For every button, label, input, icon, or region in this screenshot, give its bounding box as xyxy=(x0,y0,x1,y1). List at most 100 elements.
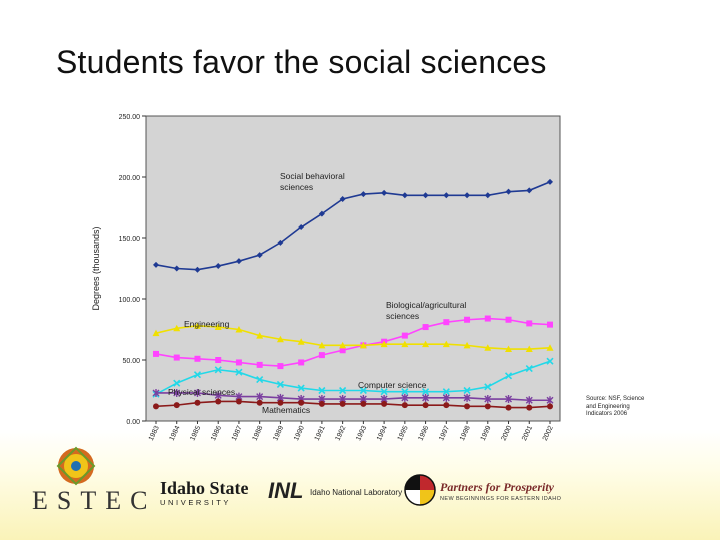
series-line xyxy=(155,325,551,350)
data-point xyxy=(526,320,533,327)
inl-logo-text: Idaho National Laboratory xyxy=(310,488,403,497)
data-point xyxy=(380,388,388,396)
data-point xyxy=(463,386,471,395)
data-point xyxy=(401,388,409,396)
data-point xyxy=(484,395,492,404)
estec-label: ESTEC xyxy=(32,486,157,515)
data-point xyxy=(484,403,491,410)
data-point xyxy=(339,386,347,395)
data-point xyxy=(401,332,408,339)
y-tick-label: 100.00 xyxy=(119,297,141,304)
series-annotation: Engineering xyxy=(184,319,230,329)
x-tick-label: 1998 xyxy=(459,425,472,442)
partners-prosperity-sub: NEW BEGINNINGS FOR EASTERN IDAHO xyxy=(440,496,562,502)
data-point xyxy=(401,340,409,348)
x-tick-label: 1983 xyxy=(148,425,161,442)
data-point xyxy=(277,399,284,406)
data-point xyxy=(256,361,263,368)
data-point xyxy=(484,315,491,322)
data-point xyxy=(235,258,242,265)
y-tick-label: 150.00 xyxy=(119,236,141,243)
data-point xyxy=(214,391,222,400)
x-tick-label: 1985 xyxy=(189,425,202,442)
data-point xyxy=(276,380,284,388)
series-annotation: Physical sciences xyxy=(168,387,235,397)
data-point xyxy=(401,192,408,199)
data-point xyxy=(422,340,430,348)
data-point xyxy=(318,352,325,359)
data-point xyxy=(194,355,201,362)
data-point xyxy=(318,341,326,349)
isu-logo-name: Idaho State xyxy=(160,478,249,498)
data-point xyxy=(339,341,347,349)
series-annotation: Biological/agricultural sciences xyxy=(386,300,466,321)
series-annotation: Computer science xyxy=(358,380,427,390)
data-point xyxy=(422,192,429,199)
data-point xyxy=(297,338,305,345)
data-point xyxy=(194,266,201,273)
partners-prosperity-logo-icon xyxy=(404,474,436,506)
y-tick-label: 0.00 xyxy=(126,419,140,426)
data-point xyxy=(256,375,264,384)
data-point xyxy=(214,366,222,374)
data-point xyxy=(381,189,388,196)
data-point xyxy=(422,324,429,331)
data-point xyxy=(525,396,533,405)
data-point xyxy=(339,347,346,354)
data-point xyxy=(298,399,305,406)
data-point xyxy=(359,341,367,349)
data-point xyxy=(381,400,388,407)
data-point xyxy=(194,399,201,406)
data-point xyxy=(443,192,450,199)
data-point xyxy=(173,324,181,332)
data-point xyxy=(256,399,263,406)
estec-logo-icon xyxy=(56,446,96,486)
x-tick-label: 1992 xyxy=(335,425,348,442)
data-point xyxy=(153,350,159,357)
data-point xyxy=(153,403,159,410)
data-point xyxy=(505,404,512,411)
data-point xyxy=(526,404,533,411)
x-tick-label: 1988 xyxy=(252,425,265,442)
data-point xyxy=(525,364,533,373)
data-point xyxy=(193,371,202,379)
x-tick-label: 1994 xyxy=(376,425,389,442)
data-point xyxy=(484,344,492,351)
data-point xyxy=(442,393,450,402)
data-point xyxy=(464,403,471,410)
data-point xyxy=(422,393,430,402)
data-point xyxy=(380,340,388,348)
data-point xyxy=(256,392,264,401)
data-point xyxy=(359,386,367,395)
data-point xyxy=(443,319,450,326)
chart-svg: 0.00 50.00 100.00 150.00 200.00 250.00 Degrees… xyxy=(91,114,561,442)
isu-logo-sub: UNIVERSITY xyxy=(160,498,232,507)
series-annotation: Mathematics xyxy=(262,405,310,415)
x-tick-label: 1984 xyxy=(169,425,182,442)
data-point xyxy=(463,393,471,402)
data-point xyxy=(214,323,222,331)
data-point xyxy=(298,359,305,366)
y-tick-label: 200.00 xyxy=(119,175,141,182)
data-point xyxy=(235,368,243,376)
line-chart: 0.00 50.00 100.00 150.00 200.00 250.00 Degrees… xyxy=(88,100,650,452)
series-line xyxy=(156,392,550,402)
data-point xyxy=(173,402,180,409)
x-tick-label: 1991 xyxy=(314,425,327,442)
x-tick-label: 1989 xyxy=(272,425,285,442)
y-tick-label: 250.00 xyxy=(119,114,141,121)
x-tick-label: 1997 xyxy=(438,425,451,442)
x-tick-label: 2000 xyxy=(500,425,513,442)
data-point xyxy=(526,187,533,194)
source-note: Source: NSF, Science and Engineering Ind… xyxy=(586,396,645,417)
data-point xyxy=(505,188,512,195)
data-point xyxy=(525,345,533,353)
x-tick-label: 2002 xyxy=(542,425,555,442)
data-point xyxy=(152,388,160,397)
data-point xyxy=(193,322,201,329)
data-point xyxy=(193,388,201,397)
data-point xyxy=(318,386,326,395)
x-tick-label: 1990 xyxy=(293,425,306,442)
data-point xyxy=(360,191,367,198)
partners-prosperity-name: Partners for Prosperity xyxy=(440,480,554,494)
